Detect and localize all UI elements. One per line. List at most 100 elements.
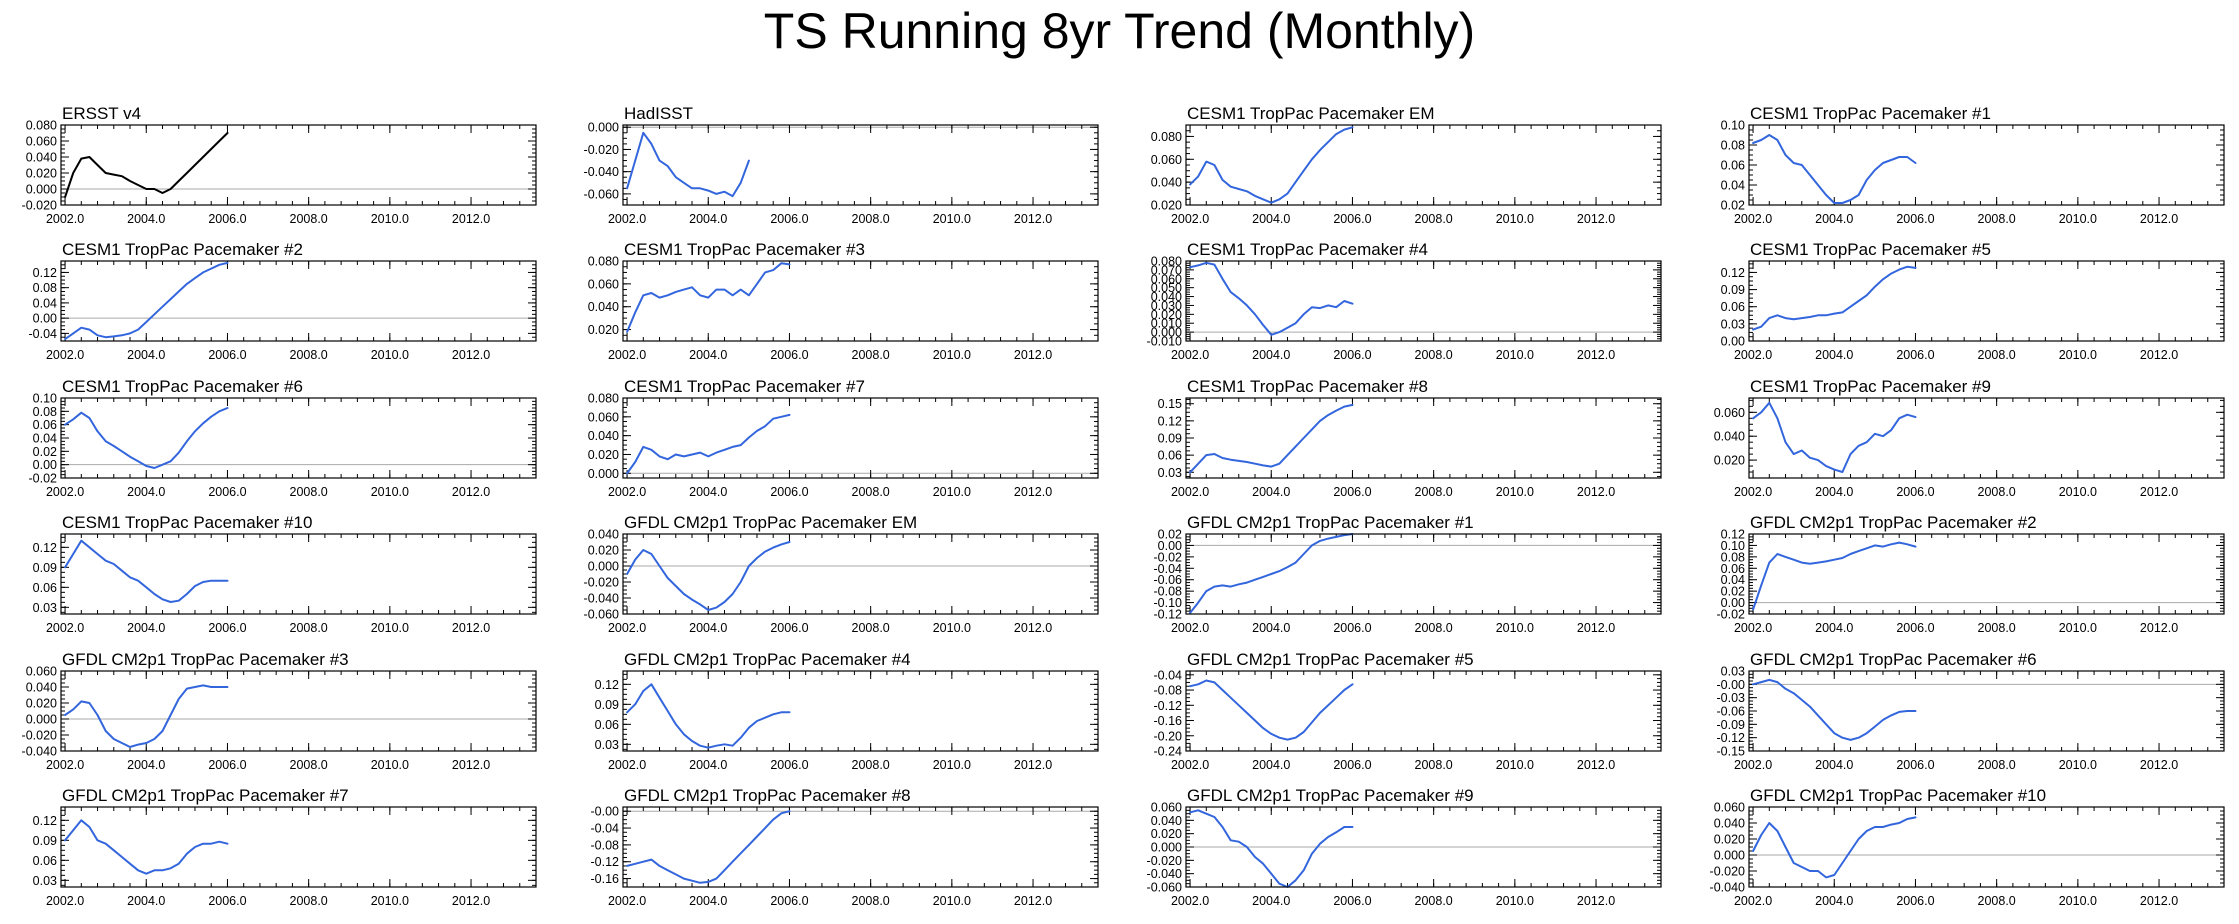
y-tick-label: 0.12: [1158, 414, 1182, 428]
x-tick-label: 2008.0: [1978, 621, 2016, 635]
x-tick-label: 2004.0: [1815, 212, 1853, 226]
series-line: [64, 261, 229, 341]
x-tick-label: 2012.0: [452, 212, 490, 226]
plot-frame: [622, 533, 1099, 615]
x-tick-label: 2002.0: [1734, 894, 1772, 908]
x-tick-label: 2012.0: [1577, 212, 1615, 226]
series-line: [1752, 678, 1917, 741]
panel-title: CESM1 TropPac Pacemaker #8: [1187, 377, 1428, 396]
y-tick-label: 0.060: [1151, 153, 1182, 167]
y-tick-label: 0.000: [588, 560, 619, 574]
x-tick-label: 2002.0: [608, 212, 646, 226]
y-tick-label: 0.020: [1714, 454, 1745, 468]
x-tick-label: 2012.0: [452, 348, 490, 362]
x-tick-label: 2004.0: [1815, 894, 1853, 908]
y-tick-label: 0.04: [1721, 179, 1745, 193]
x-tick-label: 2010.0: [2059, 758, 2097, 772]
panel-title: GFDL CM2p1 TropPac Pacemaker #5: [1187, 650, 1474, 669]
panel-title: GFDL CM2p1 TropPac Pacemaker #7: [62, 786, 349, 805]
y-tick-label: -0.16: [591, 872, 620, 886]
x-tick-label: 2012.0: [1014, 348, 1052, 362]
x-tick-label: 2008.0: [290, 758, 328, 772]
x-tick-label: 2010.0: [933, 348, 971, 362]
x-tick-label: 2004.0: [1252, 485, 1290, 499]
x-tick-label: 2004.0: [1815, 348, 1853, 362]
y-tick-label: -0.040: [1147, 867, 1182, 881]
x-tick-label: 2006.0: [770, 621, 808, 635]
x-tick-label: 2010.0: [933, 212, 971, 226]
x-tick-label: 2010.0: [1496, 348, 1534, 362]
x-tick-label: 2002.0: [1734, 348, 1772, 362]
y-tick-label: 0.040: [1151, 176, 1182, 190]
y-tick-label: 0.040: [1714, 817, 1745, 831]
y-tick-label: 0.080: [1151, 255, 1182, 269]
y-tick-label: 0.000: [26, 713, 57, 727]
x-tick-label: 2002.0: [608, 894, 646, 908]
y-tick-label: -0.040: [584, 592, 619, 606]
y-tick-label: -0.020: [584, 576, 619, 590]
series-line: [626, 262, 791, 333]
y-tick-label: 0.04: [33, 296, 57, 310]
x-tick-label: 2004.0: [1252, 348, 1290, 362]
x-tick-label: 2008.0: [852, 485, 890, 499]
panel-2: HadISST 2002.0 2004.0 2006.0 2008.0 2010.0 201…: [584, 104, 1099, 226]
x-tick-label: 2006.0: [1896, 485, 1934, 499]
y-tick-label: -0.02: [1154, 550, 1183, 564]
panel-4: CESM1 TropPac Pacemaker #1 2002.0 2004.0 20…: [1721, 104, 2225, 226]
x-tick-label: 2012.0: [1577, 621, 1615, 635]
y-tick-label: 0.09: [1721, 283, 1745, 297]
x-tick-label: 2004.0: [127, 348, 165, 362]
panel-title: CESM1 TropPac Pacemaker #4: [1187, 240, 1428, 259]
x-tick-label: 2002.0: [1734, 621, 1772, 635]
x-tick-label: 2004.0: [127, 621, 165, 635]
page-title: TS Running 8yr Trend (Monthly): [763, 3, 1476, 59]
panel-title: GFDL CM2p1 TropPac Pacemaker #6: [1750, 650, 2037, 669]
x-tick-label: 2006.0: [770, 212, 808, 226]
y-tick-label: -0.02: [1717, 608, 1746, 622]
y-tick-label: 0.09: [595, 698, 619, 712]
x-tick-label: 2008.0: [1978, 348, 2016, 362]
panel-16: GFDL CM2p1 TropPac Pacemaker #2 2002.0 200…: [1717, 513, 2225, 635]
series-line: [1752, 816, 1917, 879]
x-tick-label: 2002.0: [608, 485, 646, 499]
y-tick-label: 0.02: [1158, 528, 1182, 542]
y-tick-label: 0.040: [26, 681, 57, 695]
x-tick-label: 2006.0: [1896, 348, 1934, 362]
y-tick-label: -0.12: [591, 855, 620, 869]
plot-frame: [1748, 806, 2225, 888]
plot-frame: [60, 260, 537, 342]
y-tick-label: 0.080: [1151, 130, 1182, 144]
x-tick-label: 2012.0: [2140, 894, 2178, 908]
y-tick-label: -0.04: [1154, 668, 1183, 682]
y-tick-label: 0.06: [1158, 449, 1182, 463]
y-tick-label: 0.020: [26, 167, 57, 181]
y-tick-label: 0.00: [33, 312, 57, 326]
y-tick-label: 0.060: [588, 277, 619, 291]
x-tick-label: 2006.0: [1333, 894, 1371, 908]
x-tick-label: 2012.0: [1014, 485, 1052, 499]
x-tick-label: 2002.0: [46, 621, 84, 635]
x-tick-label: 2004.0: [127, 894, 165, 908]
y-tick-label: -0.00: [591, 805, 620, 819]
y-tick-label: 0.040: [1151, 290, 1182, 304]
x-tick-label: 2008.0: [1415, 485, 1453, 499]
y-tick-label: 0.020: [1151, 308, 1182, 322]
plot-frame: [1185, 670, 1662, 752]
y-tick-label: 0.040: [1714, 430, 1745, 444]
y-tick-label: -0.03: [1717, 691, 1746, 705]
y-tick-label: -0.00: [1717, 678, 1746, 692]
x-tick-label: 2008.0: [290, 485, 328, 499]
plot-frame: [1748, 260, 2225, 342]
x-tick-label: 2010.0: [1496, 894, 1534, 908]
y-tick-label: -0.040: [22, 745, 57, 759]
panel-20: GFDL CM2p1 TropPac Pacemaker #6 2002.0 200…: [1717, 650, 2225, 772]
x-tick-label: 2004.0: [127, 212, 165, 226]
y-tick-label: 0.00: [1158, 539, 1182, 553]
x-tick-label: 2012.0: [1577, 758, 1615, 772]
x-tick-label: 2012.0: [2140, 758, 2178, 772]
y-tick-label: 0.08: [33, 281, 57, 295]
x-tick-label: 2006.0: [770, 758, 808, 772]
y-tick-label: 0.06: [33, 581, 57, 595]
y-tick-label: 0.020: [588, 448, 619, 462]
x-tick-label: 2012.0: [2140, 621, 2178, 635]
